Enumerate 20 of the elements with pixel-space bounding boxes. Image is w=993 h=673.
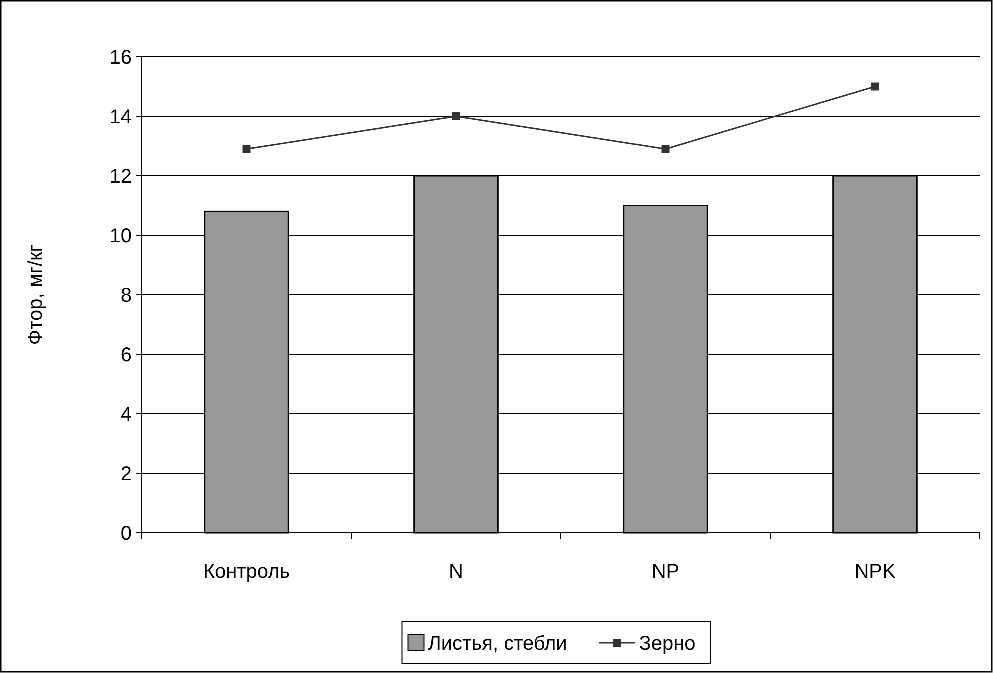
legend-label: Листья, стебли [428,633,568,655]
y-tick-label: 2 [120,464,132,486]
point [662,145,670,154]
x-tick-label: NP [652,561,680,583]
y-tick-label: 0 [120,523,132,545]
y-tick-label: 8 [120,285,132,307]
y-tick-label: 14 [110,106,132,128]
point [242,145,251,154]
point [452,112,460,120]
legend-label: Зерно [639,633,696,655]
y-axis-title: Фтор, мг/кг [25,244,47,346]
x-tick-label: Контроль [203,561,290,583]
y-tick-label: 12 [110,166,132,188]
y-tick-label: 4 [120,404,132,426]
y-tick-label: 10 [110,226,132,248]
y-tick-label: 16 [110,47,132,69]
x-tick-label: NPK [854,561,896,583]
x-tick-label: N [449,561,464,583]
y-tick-label: 6 [120,344,132,366]
point [871,82,880,91]
